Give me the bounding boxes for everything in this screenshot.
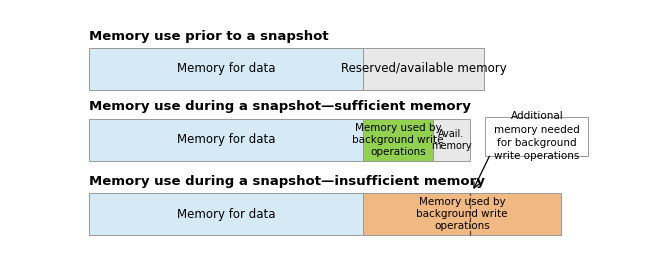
Bar	[433, 119, 469, 161]
Text: Memory use during a snapshot—sufficient memory: Memory use during a snapshot—sufficient …	[89, 100, 471, 114]
Text: Avail.
memory: Avail. memory	[431, 129, 471, 151]
Bar	[89, 193, 363, 235]
Text: Memory for data: Memory for data	[177, 62, 275, 76]
Text: Additional
memory needed
for background
write operations: Additional memory needed for background …	[494, 111, 580, 161]
Bar	[363, 48, 484, 90]
Bar	[363, 119, 433, 161]
Text: Memory used by
background write
operations: Memory used by background write operatio…	[352, 123, 444, 156]
Text: Memory used by
background write
operations: Memory used by background write operatio…	[416, 197, 508, 231]
Text: Reserved/available memory: Reserved/available memory	[341, 62, 506, 76]
Bar	[89, 119, 363, 161]
Bar	[363, 193, 561, 235]
Bar	[89, 48, 363, 90]
Text: Memory for data: Memory for data	[177, 133, 275, 146]
Text: Memory use during a snapshot—insufficient memory: Memory use during a snapshot—insufficien…	[89, 175, 485, 188]
Text: Memory use prior to a snapshot: Memory use prior to a snapshot	[89, 29, 328, 43]
Text: Memory for data: Memory for data	[177, 208, 275, 221]
Bar	[485, 117, 588, 156]
